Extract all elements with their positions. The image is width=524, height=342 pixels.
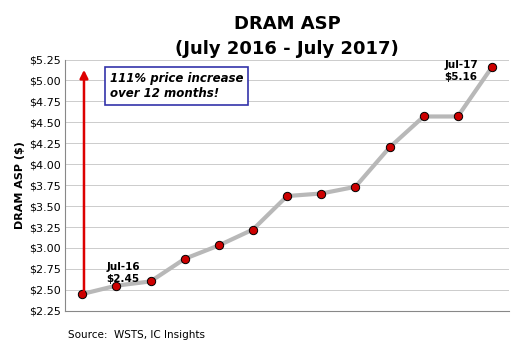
- Text: Source:  WSTS, IC Insights: Source: WSTS, IC Insights: [68, 330, 205, 340]
- Title: DRAM ASP
(July 2016 - July 2017): DRAM ASP (July 2016 - July 2017): [175, 15, 399, 58]
- Text: Jul-16
$2.45: Jul-16 $2.45: [106, 262, 140, 284]
- Y-axis label: DRAM ASP ($): DRAM ASP ($): [15, 141, 25, 229]
- Text: Jul-17
$5.16: Jul-17 $5.16: [444, 61, 478, 82]
- Text: 111% price increase
over 12 months!: 111% price increase over 12 months!: [110, 72, 243, 100]
